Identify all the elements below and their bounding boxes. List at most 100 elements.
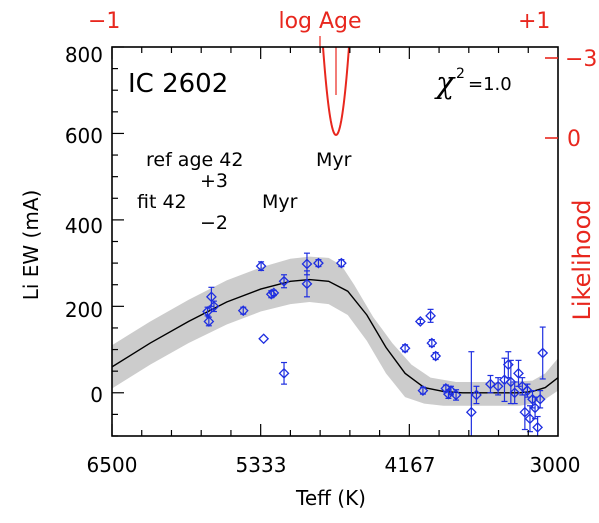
- diamond-marker: [537, 347, 549, 359]
- x-tick-label: 6500: [87, 453, 138, 477]
- data-point: [258, 333, 270, 345]
- diamond-marker: [529, 402, 541, 414]
- fit-age-unit: Myr: [262, 191, 298, 213]
- x-tick-label: 4167: [385, 453, 436, 477]
- data-points: [202, 252, 549, 436]
- x-axis-label: Teff (K): [295, 486, 366, 510]
- diamond-marker: [450, 389, 462, 401]
- axis-ticks: [111, 46, 529, 437]
- data-point: [301, 252, 313, 276]
- data-point: [537, 326, 549, 380]
- data-point: [529, 396, 541, 420]
- diamond-marker: [399, 342, 411, 354]
- diamond-marker: [485, 378, 496, 390]
- y-tick-label: 800: [65, 43, 103, 67]
- data-point: [426, 337, 438, 349]
- data-point: [485, 374, 496, 394]
- plot-frame: [111, 46, 559, 437]
- data-point: [534, 390, 546, 409]
- data-point: [278, 361, 290, 385]
- data-point: [208, 300, 220, 313]
- data-point: [417, 385, 429, 397]
- data-point: [202, 306, 213, 317]
- diamond-marker: [417, 385, 429, 397]
- right-axis-top-tick: −3: [565, 47, 597, 72]
- y-tick-label: 400: [65, 214, 103, 238]
- chi-value: =1.0: [468, 74, 512, 95]
- data-point: [237, 305, 249, 317]
- uncertainty-band: [112, 256, 558, 406]
- x-tick-label: 5333: [236, 453, 287, 477]
- diamond-marker: [471, 389, 482, 401]
- diamond-marker: [414, 316, 426, 327]
- ref-age-label: ref age 42: [146, 149, 243, 171]
- data-point: [255, 260, 267, 272]
- chi-superscript: 2: [456, 66, 465, 82]
- likelihood-curve: [322, 46, 350, 137]
- data-point: [502, 351, 514, 379]
- diamond-marker: [430, 350, 442, 362]
- diamond-marker: [505, 376, 517, 388]
- fit-lower-error: −2: [200, 212, 228, 234]
- data-point: [509, 381, 521, 405]
- y-tick-label: 200: [65, 298, 103, 322]
- diamond-marker: [208, 300, 220, 312]
- y-axis-label: Li EW (mA): [19, 190, 43, 301]
- diamond-marker: [313, 257, 324, 269]
- data-point: [465, 351, 477, 436]
- data-point: [492, 377, 504, 396]
- x-tick-label: 3000: [530, 453, 581, 477]
- diamond-marker: [278, 367, 290, 379]
- diamond-marker: [203, 316, 215, 327]
- right-axis-label: Likelihood: [568, 200, 596, 321]
- data-point: [335, 257, 347, 269]
- model-curve-group: [111, 278, 559, 394]
- data-point: [399, 342, 411, 354]
- data-point: [450, 389, 462, 401]
- fit-upper-error: +3: [200, 170, 228, 192]
- data-point: [203, 316, 215, 327]
- diamond-marker: [509, 387, 521, 399]
- data-point: [430, 350, 442, 362]
- diamond-marker: [524, 413, 536, 425]
- chart-title: IC 2602: [128, 69, 228, 99]
- diamond-marker: [237, 305, 249, 317]
- diamond-marker: [492, 380, 504, 392]
- data-point: [414, 316, 426, 327]
- diamond-marker: [258, 333, 270, 345]
- top-axis-label: log Age: [278, 9, 361, 34]
- data-point: [268, 287, 280, 299]
- diamond-marker: [255, 260, 267, 272]
- y-tick-label: 0: [90, 383, 103, 407]
- model-curve: [111, 278, 559, 394]
- diamond-marker: [335, 257, 347, 269]
- data-point: [313, 257, 324, 269]
- diamond-marker: [465, 406, 477, 418]
- diamond-marker: [521, 385, 533, 397]
- top-axis-right-tick: +1: [518, 9, 550, 34]
- ref-age-unit: Myr: [316, 149, 352, 171]
- y-tick-label: 600: [65, 124, 103, 148]
- diamond-marker: [425, 310, 436, 322]
- data-point: [524, 405, 536, 433]
- data-point: [278, 274, 290, 289]
- top-axis-left-tick: −1: [88, 9, 120, 34]
- chi-symbol: χ: [434, 66, 456, 101]
- data-point: [425, 308, 436, 323]
- diamond-marker: [426, 337, 438, 349]
- diamond-marker: [532, 421, 544, 433]
- diamond-marker: [301, 278, 313, 290]
- diamond-marker: [534, 393, 546, 405]
- diamond-marker: [519, 406, 531, 418]
- model-uncertainty-band: [112, 256, 558, 406]
- right-axis-zero-tick: 0: [567, 127, 581, 152]
- fit-age-label: fit 42: [137, 191, 187, 213]
- diamond-marker: [301, 258, 313, 270]
- data-point: [532, 415, 544, 436]
- diamond-marker: [499, 374, 510, 386]
- likelihood-curve-group: [319, 36, 350, 137]
- diamond-marker: [278, 275, 290, 287]
- chi-square-label: χ 2 =1.0: [434, 66, 512, 101]
- diamond-marker: [268, 287, 280, 299]
